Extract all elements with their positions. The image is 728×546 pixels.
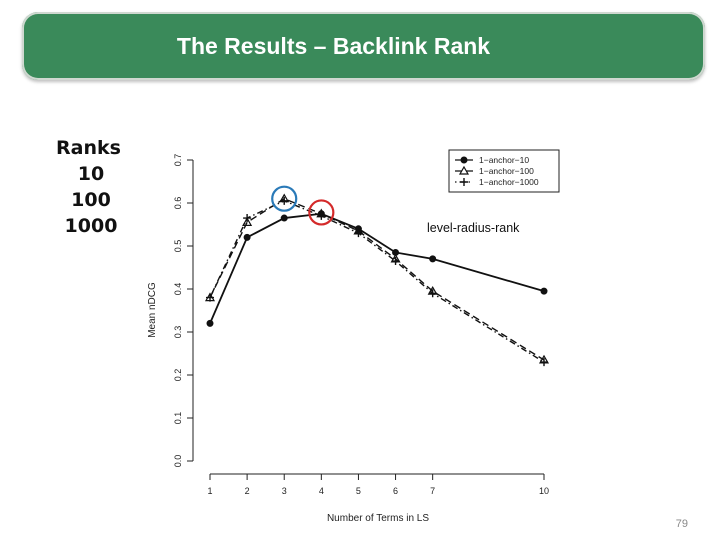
y-tick-label: 0.3 [173,326,183,339]
ranks-header: Ranks [56,137,121,159]
y-axis-label: Mean nDCG [147,282,158,338]
rank-item: 1000 [64,215,118,237]
data-point [540,358,548,367]
x-tick-label: 6 [393,486,398,496]
data-point [206,319,214,327]
rank-item: 10 [77,163,105,185]
x-tick-label: 4 [319,486,324,496]
data-point [354,229,363,238]
x-tick-label: 1 [207,486,212,496]
x-tick-label: 2 [245,486,250,496]
series-line [209,200,545,363]
data-point [428,289,437,298]
y-tick-label: 0.7 [173,154,183,167]
data-point [280,214,288,222]
legend-marker [460,156,468,164]
series-line [209,197,545,361]
data-point [206,293,214,302]
ranks-list: Ranks 10 100 1000 [56,135,126,239]
legend-marker [460,178,468,186]
y-tick-label: 0.2 [173,369,183,382]
highlight-circle [308,199,335,226]
data-point [243,214,252,223]
series-line [209,212,545,324]
data-point [280,196,289,205]
y-tick-label: 0.1 [173,412,183,425]
x-tick-label: 7 [430,486,435,496]
y-tick-label: 0.5 [173,240,183,253]
data-point [242,217,253,226]
highlight-circle [271,185,298,212]
x-tick-label: 5 [356,486,361,496]
data-point [243,233,251,241]
annotation-label: level-radius-rank [427,221,520,235]
title-banner: The Results – Backlink Rank [22,12,705,80]
data-point [317,211,326,220]
x-axis-label: Number of Terms in LS [327,513,429,524]
y-tick-label: 0.4 [173,283,183,296]
data-point [540,287,548,295]
page-number: 79 [675,518,688,530]
y-tick-label: 0.6 [173,197,183,210]
legend-marker [458,165,470,175]
rank-item: 100 [71,189,111,211]
y-tick-label: 0.0 [173,455,183,468]
legend-label: 1−anchor−1000 [479,177,539,187]
x-tick-label: 10 [539,486,549,496]
slide-title: The Results – Backlink Rank [176,32,491,59]
legend-label: 1−anchor−100 [479,166,534,176]
data-point [391,257,400,266]
legend-label: 1−anchor−10 [479,155,529,165]
data-point [429,255,437,263]
x-tick-label: 3 [282,486,287,496]
